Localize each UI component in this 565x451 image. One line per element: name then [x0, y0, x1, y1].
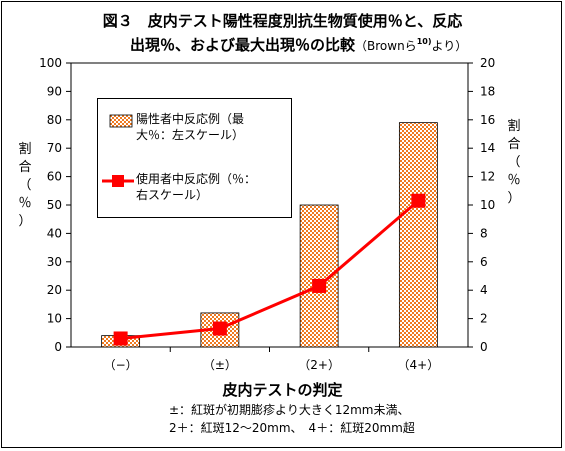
y-axis-label-char: ）	[18, 214, 32, 229]
y-left-tick-label: 100	[39, 56, 62, 70]
legend-bar-label: 陽性者中反応例（最 大％：左スケール）	[136, 111, 244, 143]
y-right-tick-label: 10	[480, 198, 495, 212]
title-source-prefix: （Brownら	[355, 39, 417, 53]
line-series	[113, 193, 426, 346]
x-tick-label: （±）	[203, 358, 237, 372]
legend-line-label: 使用者中反応例（％： 右スケール）	[136, 171, 256, 203]
bar	[398, 122, 438, 348]
y-axis-label-char: 割	[507, 119, 521, 134]
y-axis-label-char: ％	[18, 196, 32, 211]
legend-bar-line1: 陽性者中反応例（最	[136, 112, 245, 126]
legend-bar-swatch	[109, 114, 133, 128]
y-axis-label-char: （	[507, 155, 521, 170]
y-axis-label-right: 割合 （ ％ ）	[506, 118, 522, 208]
line-point	[411, 193, 426, 208]
line-point	[113, 331, 128, 346]
line-point	[212, 321, 227, 336]
y-right-tick-label: 8	[480, 226, 488, 240]
legend-line-line1: 使用者中反応例（％：	[136, 172, 257, 186]
x-tick-label: （−）	[104, 358, 138, 372]
series-line	[120, 199, 420, 340]
x-tick-label: （4+）	[398, 358, 440, 372]
y-right-tick-label: 14	[480, 141, 495, 155]
x-tick-labels: （−） （±） （2+） （4+）	[104, 358, 440, 372]
y-right-tick-label: 0	[480, 340, 488, 354]
y-left-tick-label: 60	[47, 170, 62, 184]
y-right-tick-label: 2	[480, 312, 488, 326]
y-right-tick-label: 20	[480, 56, 495, 70]
chart-title-line2-text: 出現％、および最大出現％の比較	[130, 36, 356, 54]
y-axis-label-char: 割	[18, 142, 32, 157]
y-axis-label-char: 合	[507, 137, 521, 152]
note-line1: ±：紅斑が初期膨疹より大きく12mm未満、	[169, 403, 410, 417]
note-line2: 2＋：紅斑12〜20mm、 4＋：紅斑20mm超	[169, 421, 415, 435]
title-source-sup: 10)	[416, 37, 432, 46]
legend-bar-line2: 大％：左スケール）	[136, 128, 245, 142]
chart-title-line2: 出現％、および最大出現％の比較（Brownら10)より）	[130, 34, 467, 55]
y-left-tick-label: 40	[47, 226, 62, 240]
legend: 陽性者中反応例（最 大％：左スケール） 使用者中反応例（％： 右スケール）	[97, 98, 292, 218]
y-left-tick-label: 30	[47, 255, 62, 269]
y-right-tick-label: 16	[480, 113, 495, 127]
y-left-tick-label: 90	[47, 84, 62, 98]
bar-series	[101, 122, 438, 348]
x-tick-label: （2+）	[298, 358, 340, 372]
title-source-suffix: より）	[431, 39, 468, 53]
legend-line-line2: 右スケール）	[136, 188, 209, 202]
y-left-tick-label: 50	[47, 198, 62, 212]
y-right-tick-label: 4	[480, 283, 488, 297]
y-left-tick-label: 80	[47, 113, 62, 127]
y-right-tick-label: 18	[480, 84, 495, 98]
legend-line-swatch	[102, 175, 134, 187]
y-axis-label-char: 合	[18, 160, 32, 175]
x-axis-label: 皮内テストの判定	[222, 381, 343, 399]
y-left-tick-label: 20	[47, 283, 62, 297]
y-left-tick-label: 10	[47, 312, 62, 326]
y-left-tick-label: 0	[54, 340, 62, 354]
y-axis-label-char: ）	[507, 191, 521, 206]
y-axis-label-char: （	[18, 178, 32, 193]
y-right-tick-label: 12	[480, 170, 495, 184]
axes-group: 0 10 20 30 40 50 60 70 80 90 100 0 2 4 6 8 10 12 14 16 18 20	[39, 56, 495, 354]
chart-title-line1: 図３ 皮内テスト陽性程度別抗生物質使用％と、反応	[102, 12, 463, 30]
y-right-tick-label: 6	[480, 255, 488, 269]
y-left-tick-label: 70	[47, 141, 62, 155]
y-axis-label-char: ％	[507, 173, 521, 188]
line-point	[312, 278, 327, 293]
y-axis-label-left: 割合 （ ％ ）	[17, 141, 33, 231]
